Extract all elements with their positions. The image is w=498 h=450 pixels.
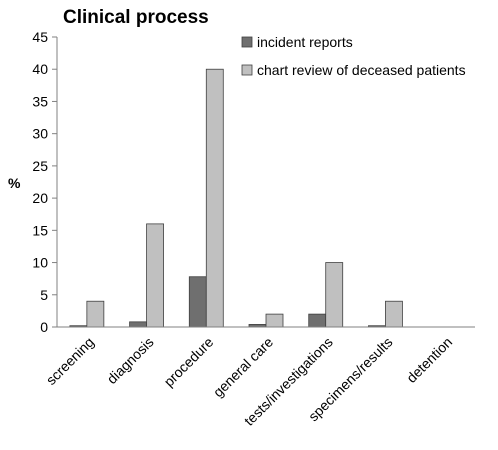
bar-chart-review-3 — [265, 313, 284, 328]
chart-title: Clinical process — [63, 7, 209, 28]
bar-incident-reports-2 — [188, 276, 207, 328]
y-tick-label: 25 — [32, 158, 48, 174]
bar-chart-review-0 — [86, 300, 105, 328]
legend-swatch-1 — [241, 64, 253, 76]
y-tick-label: 20 — [32, 190, 48, 206]
y-tick-label: 45 — [32, 29, 48, 45]
y-tick-label: 40 — [32, 61, 48, 77]
y-axis-ticks: 0 5 10 15 20 25 30 35 40 45 — [32, 29, 57, 335]
y-tick-label: 35 — [32, 93, 48, 109]
category-label-1: diagnosis — [104, 334, 157, 387]
bar-chart-review-4 — [325, 262, 344, 328]
axes — [56, 37, 475, 328]
bar-incident-reports-1 — [129, 321, 147, 328]
bar-incident-reports-4 — [308, 313, 327, 328]
category-label-0: screening — [43, 334, 97, 388]
y-tick-label: 10 — [32, 255, 48, 271]
category-label-3: general care — [210, 334, 276, 400]
category-label-2: procedure — [161, 334, 217, 390]
bar-chart-review-5 — [385, 300, 403, 328]
y-tick-label: 15 — [32, 222, 48, 238]
legend-label-1: chart review of deceased patients — [257, 62, 466, 78]
legend-label-0: incident reports — [257, 34, 353, 50]
category-label-6: detention — [403, 334, 455, 386]
bar-chart-review-2 — [205, 68, 224, 328]
y-tick-label: 30 — [32, 126, 48, 142]
bars — [69, 68, 403, 328]
y-tick-label: 0 — [40, 319, 48, 335]
bar-chart-review-1 — [146, 223, 164, 328]
legend-swatch-0 — [241, 36, 253, 48]
y-tick-label: 5 — [40, 287, 48, 303]
legend: incident reports chart review of deceased… — [241, 34, 466, 78]
y-axis-label: % — [8, 175, 21, 191]
